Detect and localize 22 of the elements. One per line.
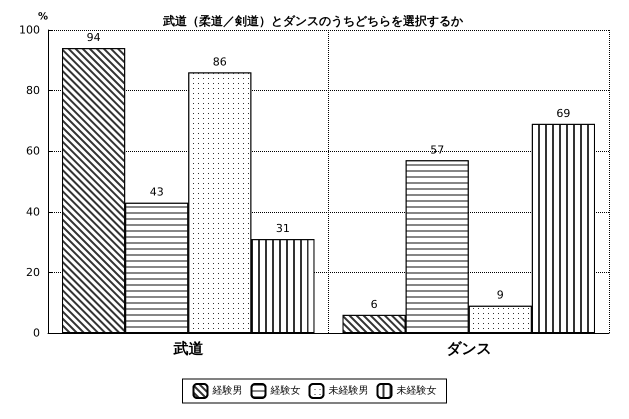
y-axis-title: % [38,12,48,22]
data-label: 9 [496,288,504,302]
y-tick-label: 60 [26,144,40,158]
data-label: 43 [150,186,164,199]
data-label: 94 [86,31,101,44]
legend-label: 経験女 [270,384,300,396]
x-tick-label: 武道 [172,340,204,358]
data-label: 31 [276,222,290,236]
data-label: 69 [556,106,570,120]
y-tick-label: 20 [26,266,40,279]
data-label: 86 [212,55,227,68]
y-tick-label: 80 [26,84,40,98]
y-tick-label: 0 [33,326,40,340]
legend-label: 未経験女 [396,384,436,396]
legend-label: 未経験男 [328,384,368,396]
data-label: 6 [370,298,378,311]
y-tick-label: 40 [26,205,40,218]
y-tick-label: 100 [19,24,40,36]
x-tick-label: ダンス [446,340,492,358]
data-label: 57 [430,143,444,156]
chart-title: 武道（柔道／剣道）とダンスのうちどちらを選択するか [162,14,464,28]
legend-label: 経験男 [212,384,242,396]
